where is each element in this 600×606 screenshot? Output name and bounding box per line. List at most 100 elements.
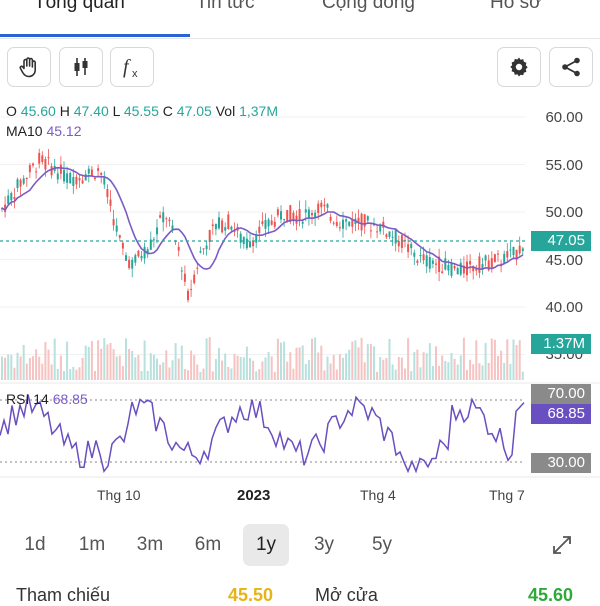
range-5y-button[interactable]: 5y [371,534,393,555]
candle-body [168,219,171,221]
candle-body [196,267,199,269]
expand-icon [553,536,571,554]
candle-body [230,226,233,230]
volume-value: 1,37M [239,103,279,119]
volume-bar [112,349,115,380]
volume-bar [342,357,344,380]
volume-bar [506,339,509,380]
range-3y-button[interactable]: 3y [313,534,335,555]
volume-bar [286,361,289,380]
candle-body [335,221,338,226]
candle-body [388,231,391,237]
function-icon: f x [123,56,138,80]
price-axis-label: 55.00 [545,157,583,174]
volume-bar [59,355,62,380]
candle-body [56,173,59,180]
volume-bar [10,354,13,380]
ma-readout: MA10 45.12 [6,123,82,139]
range-3m-button[interactable]: 3m [136,534,164,555]
candle-body [261,221,264,225]
volume-bar [462,337,465,380]
volume-bar [397,356,400,380]
volume-bar [171,360,174,380]
volume-bar [515,345,518,380]
volume-bar [320,345,323,380]
price-axis-label: 45.00 [545,252,583,269]
volume-bar [261,361,264,380]
volume-bar [441,355,444,380]
tab-profile[interactable]: Hồ sơ [490,0,542,13]
candle-body [323,204,326,207]
volume-bar [249,358,251,380]
candle-body [267,219,270,227]
volume-bar [1,356,3,380]
volume-bar [363,362,366,380]
svg-text:x: x [132,68,138,80]
candlestick-button[interactable] [59,47,103,87]
range-6m-button[interactable]: 6m [194,534,222,555]
fullscreen-button[interactable] [550,533,574,562]
volume-bar [121,366,124,380]
tab-overview[interactable]: Tổng quan [34,0,125,13]
volume-bar [267,351,270,380]
volume-bar [472,364,475,380]
volume-bar [69,369,72,380]
candle-body [199,251,202,253]
candle-body [475,268,478,271]
candles [1,148,524,303]
indicators-button[interactable]: f x [110,47,154,87]
volume-bar [456,364,459,380]
volume-bar [307,360,310,380]
range-1d-button[interactable]: 1d [24,534,46,555]
candle-body [66,173,69,183]
candle-body [202,248,205,250]
candle-body [270,220,273,225]
candle-body [317,203,320,214]
volume-bar [503,362,506,380]
volume-bar [149,353,152,380]
candle-body [134,255,137,263]
price-chart[interactable] [0,0,600,510]
candle-body [159,215,162,218]
volume-bar [348,349,351,380]
tab-news[interactable]: Tin tức [196,0,255,13]
volume-bar [301,345,304,380]
volume-bar [360,337,363,380]
candle-body [50,166,53,176]
ohlc-readout: O 45.60 H 47.40 L 45.55 C 47.05 Vol 1,37… [6,103,278,119]
share-icon [562,57,580,77]
rsi-label: RSI 14 [6,391,49,407]
volume-bar [187,370,189,380]
volume-bar [317,352,320,380]
volume-bar [487,362,490,380]
candle-body [385,234,388,238]
volume-bar [404,368,406,380]
volume-bar [28,357,31,380]
volume-bar [125,338,127,380]
candle-body [373,224,375,226]
volume-bar [518,340,521,380]
volume-bar [450,352,453,380]
hand-tool-button[interactable] [7,47,51,87]
volume-bar [131,351,134,380]
range-1y-button[interactable]: 1y [243,524,289,566]
tab-community[interactable]: Cộng đồng [322,0,415,13]
candle-body [307,209,310,219]
range-1m-button[interactable]: 1m [78,534,106,555]
volume-bar [295,347,298,380]
candle-body [326,204,329,208]
volume-bar [205,338,208,380]
low-label: L [112,103,120,119]
volume-bar [419,367,422,380]
candle-body [227,214,230,230]
volume-bar [227,366,230,380]
candle-body [121,242,124,249]
volume-bar [128,348,131,380]
x-axis-label: Thg 4 [360,487,396,503]
volume-bar [159,364,162,380]
candle-body [469,260,472,265]
share-button[interactable] [549,47,593,87]
reference-value: 45.50 [228,585,274,605]
settings-button[interactable] [497,47,541,87]
volume-bar [304,363,307,380]
